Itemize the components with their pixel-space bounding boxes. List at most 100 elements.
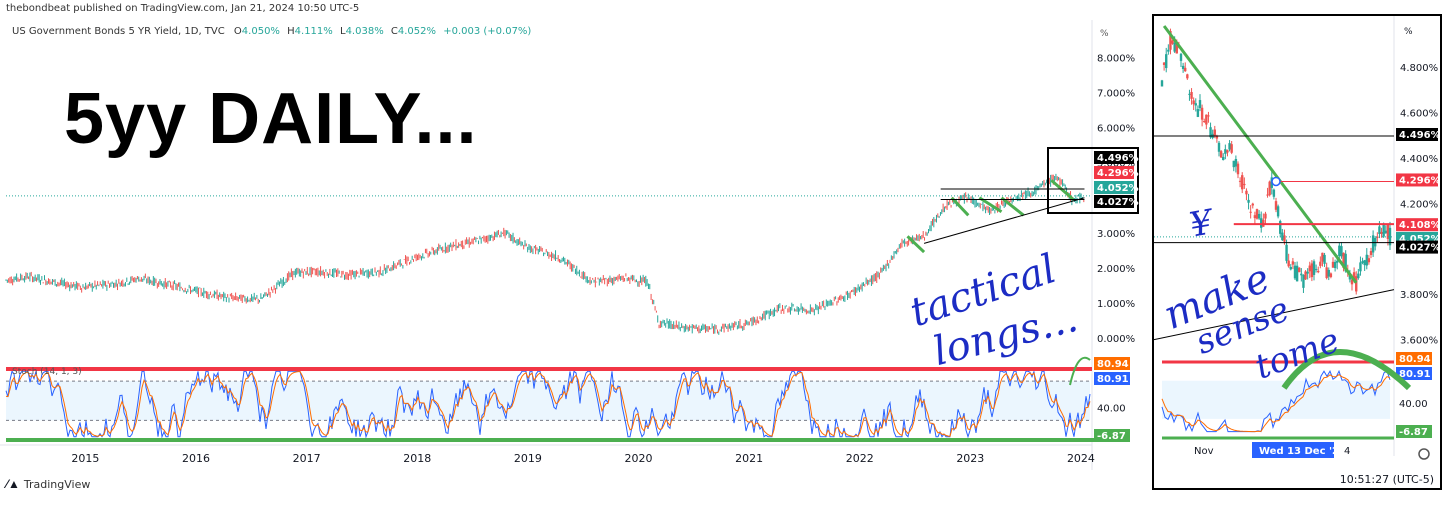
price-tag: 4.296% [1094, 166, 1139, 179]
zoom-candle-body [1365, 254, 1368, 266]
zoom-candle-body [1251, 203, 1254, 206]
zoom-candle-body [1327, 269, 1330, 277]
zoom-candle-body [1274, 201, 1278, 210]
y-unit-label: % [1100, 29, 1109, 39]
zoom-candle-body [1376, 236, 1379, 238]
zoom-candle-body [1203, 121, 1206, 123]
zoom-arc-annotation [1281, 349, 1412, 391]
symbol-title: US Government Bonds 5 YR Yield, 1D, TVC [12, 26, 225, 37]
x-tick-label: 2020 [624, 452, 652, 465]
zoom-candle-body [1226, 150, 1229, 153]
zoom-stoch-k [1161, 369, 1391, 433]
zoom-candle-body [1340, 246, 1343, 257]
stoch-tick-label: 40.00 [1097, 403, 1126, 414]
zoom-candle-body [1207, 115, 1210, 117]
main-chart[interactable]: Stoch (14, 1, 3) 40.00 80.94 80.91 -6.87 201… [0, 0, 1150, 470]
ohlc-high-label: H [287, 26, 295, 37]
zoom-support [1154, 289, 1395, 341]
zoom-candle-body [1306, 271, 1309, 274]
x-tick-label: 2023 [956, 452, 984, 465]
zoom-trend-green [1162, 25, 1358, 284]
zoom-candle-body [1321, 252, 1324, 262]
x-tick-label: 2024 [1067, 452, 1095, 465]
zoom-candle-body [1249, 211, 1252, 213]
zoom-candle-body [1213, 129, 1216, 136]
trend-line-green [1050, 179, 1075, 201]
zoom-candle-body [1338, 245, 1341, 256]
tv-brand[interactable]: ⁄▲ TradingView [6, 477, 90, 491]
trend-line-green [1000, 196, 1025, 217]
zoom-price-tag-label: 4.496% [1399, 130, 1440, 141]
zoom-y-tick: 4.200% [1400, 199, 1438, 210]
stoch-tag-label: 80.91 [1097, 374, 1129, 385]
zoom-stoch-tag-label: 80.94 [1399, 354, 1431, 365]
zoom-candle-body [1238, 180, 1242, 182]
zoom-candle-body [1342, 252, 1345, 268]
zoom-candle-body [1378, 226, 1381, 234]
support-line [923, 197, 1085, 244]
zoom-candle-body [1359, 262, 1362, 272]
price-tag-label: 4.027% [1097, 197, 1139, 208]
zoom-y-tick: % [1404, 27, 1413, 37]
zoom-candle-body [1205, 114, 1208, 125]
zoom-candle-body [1361, 261, 1364, 263]
price-tag-bg [1094, 166, 1134, 179]
zoom-candle-body [1219, 151, 1223, 158]
y-tick-label: 8.000% [1097, 54, 1135, 65]
y-tick-label: 2.000% [1097, 264, 1135, 275]
zoom-candle-body [1287, 260, 1290, 267]
zoom-y-tick: 4.800% [1400, 63, 1438, 74]
zoom-candle-body [1194, 103, 1197, 106]
zoom-panel: % 4.800% 4.600% 4.400% 4.200% 3.800% 3.600% 4.4… [1152, 14, 1442, 490]
zoom-price-tag-bg [1396, 240, 1438, 254]
stoch-tag-label: 80.94 [1097, 359, 1129, 370]
zoom-candle-body [1382, 224, 1385, 237]
price-tag-label: 4.296% [1097, 168, 1139, 179]
zoom-candle-body [1222, 156, 1225, 161]
zoom-price-tag-bg [1396, 173, 1438, 187]
x-tick-label: 2022 [846, 452, 874, 465]
zoom-candle-body [1228, 143, 1231, 150]
ohlc-open: 4.050% [241, 26, 280, 37]
zoom-candle-body [1253, 215, 1257, 219]
zoom-candle-body [1200, 107, 1204, 120]
zoom-candle-body [1276, 206, 1280, 217]
price-tag: 4.052% [1094, 181, 1139, 194]
price-tag: 4.027% [1094, 195, 1139, 208]
zoom-candle-body [1281, 232, 1284, 241]
zoom-candle-body [1329, 273, 1333, 278]
zoom-price-tag-label: 4.296% [1399, 175, 1440, 186]
zoom-candle-body [1260, 218, 1263, 228]
zoom-candle-body [1241, 175, 1244, 190]
zoom-candle-body [1217, 142, 1221, 152]
zoom-candle-body [1380, 231, 1383, 234]
zoom-stoch-tag-bg [1396, 352, 1432, 365]
y-tick-label: 0.000% [1097, 334, 1135, 345]
zoom-candle-body [1230, 144, 1233, 153]
zoom-candle-body [1257, 213, 1261, 219]
ohlc-low: 4.038% [345, 26, 384, 37]
zoom-x-tick: 4 [1344, 446, 1350, 457]
zoom-candle-body [1333, 261, 1337, 269]
zoom-candle-body [1192, 100, 1195, 105]
zoom-candle-body [1300, 273, 1303, 276]
price-tag-bg [1094, 195, 1134, 208]
price-tag: 4.496% [1094, 151, 1139, 164]
zoom-candle-body [1304, 271, 1307, 280]
zoom-y-tick: 4.600% [1400, 108, 1438, 119]
zoom-candle-body [1243, 183, 1246, 186]
zoom-chart[interactable]: % 4.800% 4.600% 4.400% 4.200% 3.800% 3.600% 4.4… [1154, 16, 1440, 488]
zoom-candle-body [1173, 42, 1176, 52]
zoom-candle-body [1283, 235, 1286, 242]
zoom-candle-body [1369, 251, 1373, 255]
ohlc-change: +0.003 (+0.07%) [443, 26, 532, 37]
zoom-candle-body [1266, 194, 1269, 196]
zoom-candle-body [1181, 65, 1185, 69]
trend-line-green [950, 196, 970, 217]
annotation-title: 5yy DAILY... [64, 79, 478, 159]
y-tick-label: 7.000% [1097, 89, 1135, 100]
stoch-band [6, 381, 1090, 421]
zoom-candle-body [1279, 221, 1282, 234]
zoom-candle-body [1255, 209, 1259, 219]
x-tick-label: 2018 [403, 452, 431, 465]
